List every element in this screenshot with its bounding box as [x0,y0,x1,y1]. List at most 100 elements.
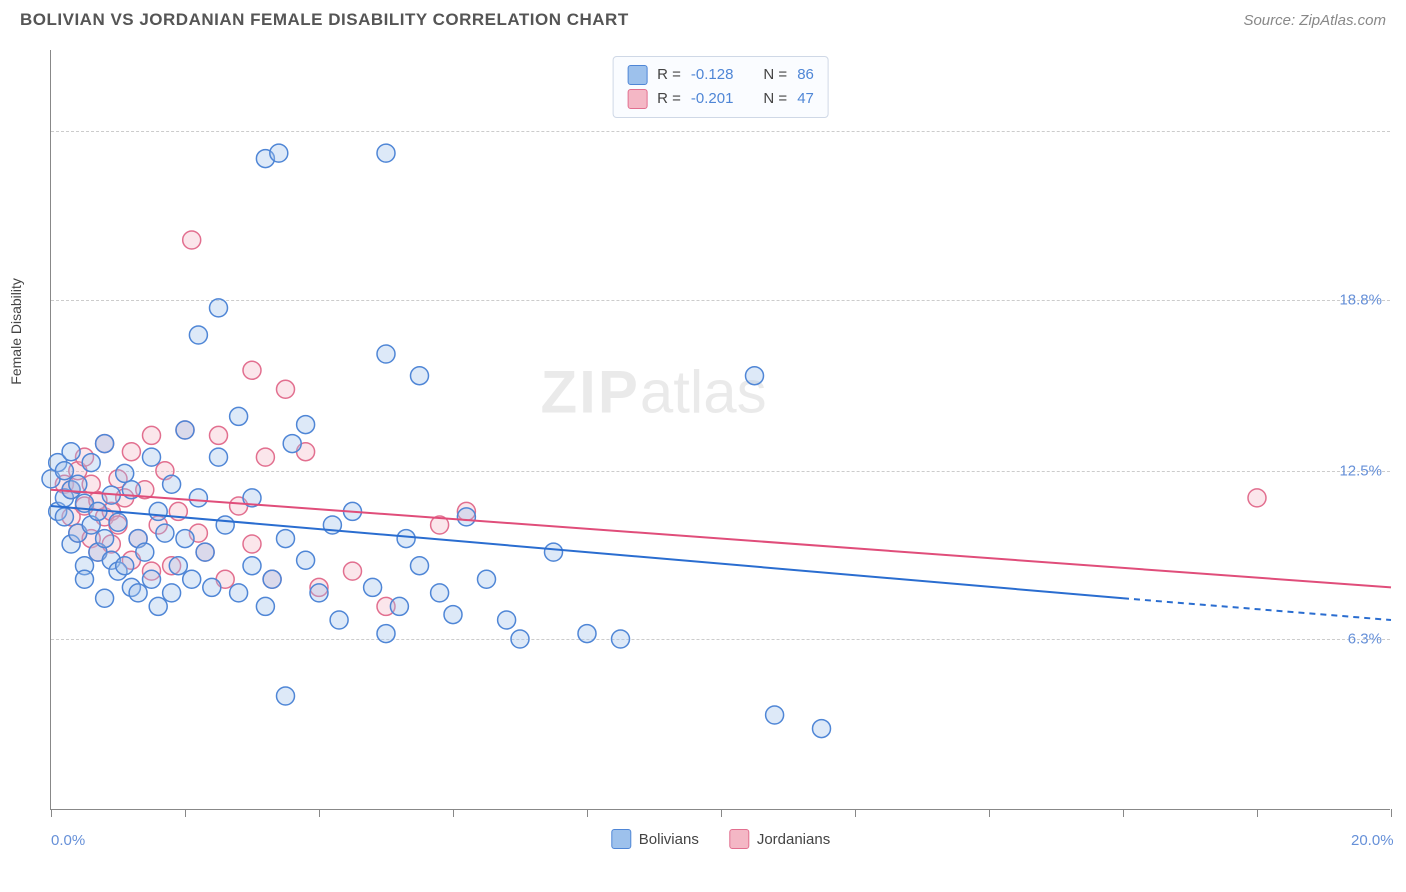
scatter-point-bolivians [498,611,516,629]
legend-label-jordanians: Jordanians [757,831,830,848]
scatter-point-jordanians [344,562,362,580]
chart-plot-area: Female Disability ZIPatlas 6.3%12.5%18.8… [50,50,1390,810]
scatter-point-jordanians [256,448,274,466]
scatter-point-jordanians [122,443,140,461]
scatter-point-bolivians [96,530,114,548]
scatter-point-bolivians [76,570,94,588]
scatter-point-bolivians [203,578,221,596]
n-label: N = [763,87,787,111]
scatter-point-bolivians [310,584,328,602]
scatter-point-bolivians [129,584,147,602]
scatter-point-bolivians [189,326,207,344]
scatter-point-bolivians [96,589,114,607]
chart-title: BOLIVIAN VS JORDANIAN FEMALE DISABILITY … [20,10,629,30]
scatter-point-bolivians [116,464,134,482]
scatter-point-bolivians [397,530,415,548]
scatter-point-bolivians [210,448,228,466]
scatter-point-bolivians [230,407,248,425]
scatter-point-bolivians [431,584,449,602]
correlation-stat-box: R = -0.128 N = 86 R = -0.201 N = 47 [612,56,829,118]
r-value-bolivians: -0.128 [691,63,734,87]
scatter-point-bolivians [457,508,475,526]
scatter-point-bolivians [364,578,382,596]
r-label: R = [657,63,681,87]
swatch-bolivians [627,65,647,85]
scatter-point-bolivians [176,421,194,439]
scatter-point-bolivians [196,543,214,561]
scatter-point-jordanians [277,380,295,398]
scatter-point-jordanians [210,426,228,444]
scatter-point-bolivians [813,720,831,738]
scatter-point-bolivians [189,489,207,507]
scatter-point-bolivians [149,502,167,520]
scatter-point-bolivians [377,345,395,363]
scatter-point-bolivians [283,435,301,453]
scatter-point-bolivians [230,584,248,602]
scatter-point-jordanians [183,231,201,249]
n-value-bolivians: 86 [797,63,814,87]
scatter-point-bolivians [545,543,563,561]
scatter-point-bolivians [96,435,114,453]
scatter-point-bolivians [149,597,167,615]
scatter-point-bolivians [169,557,187,575]
trendline-bolivians-dash [1123,598,1391,620]
scatter-point-bolivians [116,557,134,575]
legend-item-jordanians: Jordanians [729,829,830,849]
scatter-point-bolivians [143,570,161,588]
scatter-point-bolivians [277,530,295,548]
scatter-point-bolivians [256,597,274,615]
stat-row-bolivians: R = -0.128 N = 86 [627,63,814,87]
scatter-point-bolivians [210,299,228,317]
scatter-point-bolivians [243,557,261,575]
scatter-point-bolivians [377,144,395,162]
scatter-point-bolivians [176,530,194,548]
legend-label-bolivians: Bolivians [639,831,699,848]
swatch-jordanians-icon [729,829,749,849]
scatter-point-bolivians [411,557,429,575]
scatter-point-bolivians [411,367,429,385]
scatter-point-bolivians [163,475,181,493]
scatter-point-bolivians [746,367,764,385]
swatch-bolivians-icon [611,829,631,849]
bottom-legend: Bolivians Jordanians [611,829,830,849]
scatter-point-bolivians [766,706,784,724]
scatter-point-bolivians [377,625,395,643]
scatter-point-bolivians [578,625,596,643]
scatter-point-bolivians [216,516,234,534]
scatter-point-bolivians [55,462,73,480]
scatter-point-bolivians [62,443,80,461]
scatter-point-bolivians [511,630,529,648]
legend-item-bolivians: Bolivians [611,829,699,849]
scatter-point-bolivians [109,513,127,531]
scatter-point-bolivians [444,606,462,624]
r-value-jordanians: -0.201 [691,87,734,111]
r-label: R = [657,87,681,111]
scatter-point-bolivians [270,144,288,162]
scatter-point-jordanians [243,361,261,379]
scatter-point-bolivians [82,454,100,472]
scatter-point-bolivians [156,524,174,542]
scatter-point-bolivians [136,543,154,561]
stat-row-jordanians: R = -0.201 N = 47 [627,87,814,111]
x-tick-label: 20.0% [1351,832,1394,849]
n-label: N = [763,63,787,87]
x-tick-label: 0.0% [51,832,85,849]
scatter-point-bolivians [612,630,630,648]
scatter-point-jordanians [243,535,261,553]
scatter-point-bolivians [55,508,73,526]
scatter-point-bolivians [390,597,408,615]
scatter-point-bolivians [183,570,201,588]
scatter-svg [51,50,1391,810]
scatter-point-bolivians [297,416,315,434]
scatter-point-jordanians [1248,489,1266,507]
scatter-point-bolivians [163,584,181,602]
source-label: Source: ZipAtlas.com [1243,12,1386,29]
scatter-point-bolivians [263,570,281,588]
y-axis-title: Female Disability [8,278,24,385]
n-value-jordanians: 47 [797,87,814,111]
swatch-jordanians [627,89,647,109]
scatter-point-bolivians [143,448,161,466]
scatter-point-bolivians [330,611,348,629]
scatter-point-jordanians [143,426,161,444]
scatter-point-bolivians [478,570,496,588]
